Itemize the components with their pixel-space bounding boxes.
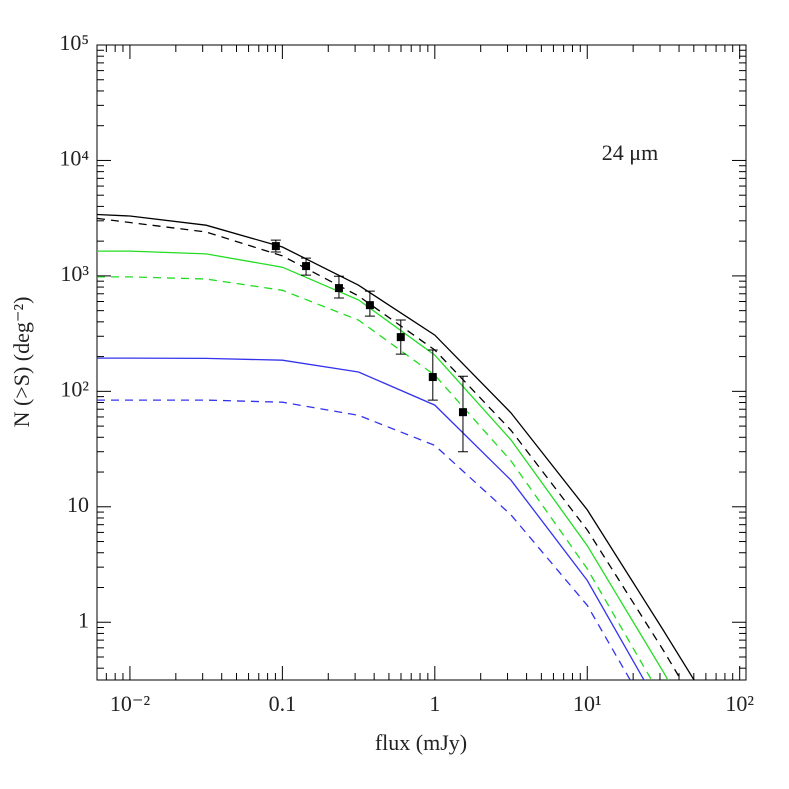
y-tick-label: 1 (78, 607, 89, 632)
model-curve (97, 276, 653, 680)
data-point (365, 301, 374, 310)
x-tick-label: 0.1 (269, 691, 297, 716)
model-curve (97, 250, 669, 680)
data-point (396, 333, 405, 342)
y-tick-label: 10 (67, 492, 89, 517)
model-curve (97, 213, 695, 680)
y-tick-label: 10⁴ (59, 145, 89, 170)
x-tick-label: 10² (725, 691, 754, 716)
model-curve (97, 217, 682, 680)
y-tick-label: 10² (60, 376, 89, 401)
x-tick-label: 10⁻² (110, 691, 151, 716)
y-tick-label: 10³ (60, 261, 89, 286)
data-point (334, 284, 343, 293)
y-axis-label: N (>S) (deg⁻²) (9, 297, 34, 428)
data-point (458, 408, 467, 417)
annotation: 24 μm (602, 140, 658, 165)
data-point (271, 242, 280, 251)
x-tick-label: 1 (429, 691, 440, 716)
model-curve (97, 399, 631, 680)
plot-frame (96, 44, 747, 681)
plot-area (97, 213, 695, 680)
x-axis-label: flux (mJy) (375, 730, 467, 755)
data-point (302, 262, 311, 271)
x-tick-label: 10¹ (573, 691, 602, 716)
y-tick-label: 10⁵ (59, 30, 89, 55)
model-curve (97, 357, 645, 680)
data-point (428, 373, 437, 382)
